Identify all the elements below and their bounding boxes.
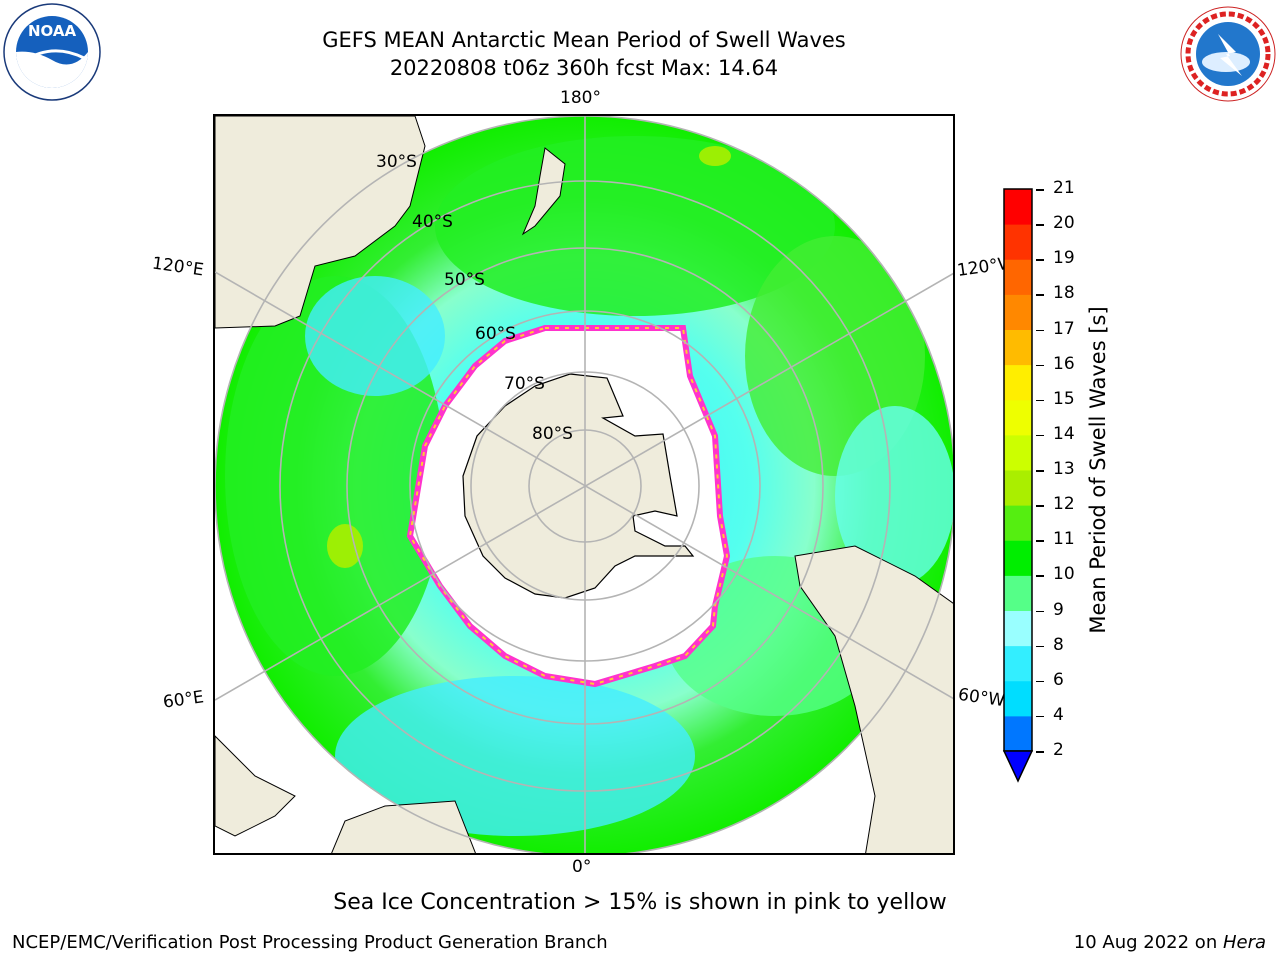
colorbar-tick-mark [1036, 575, 1044, 577]
noaa-logo-text: NOAA [28, 22, 77, 40]
colorbar-tick-mark [1036, 399, 1044, 402]
nws-logo [1178, 4, 1278, 108]
colorbar-tick-mark [1036, 715, 1044, 718]
colorbar-tick-mark [1036, 680, 1044, 683]
colorbar-cell [1004, 364, 1032, 401]
colorbar-tick-label: 9 [1053, 599, 1064, 620]
colorbar-cell [1004, 224, 1032, 260]
colorbar-tick-label: 2 [1053, 740, 1064, 760]
colorbar-tick-mark [1036, 224, 1044, 226]
colorbar-tick-label: 19 [1053, 248, 1075, 269]
colorbar-cell [1004, 399, 1032, 436]
land-south-america [794, 545, 953, 853]
lat-label-80s: 80°S [532, 424, 573, 444]
land-new-zealand [521, 147, 566, 236]
graticule [215, 116, 953, 853]
colorbar-tick-label: 11 [1053, 529, 1075, 550]
colorbar-tick-label: 20 [1053, 213, 1075, 234]
colorbar-cell [1004, 715, 1032, 752]
swell-patch [699, 146, 731, 166]
colorbar-tick-mark [1036, 505, 1044, 507]
colorbar-tick-label: 17 [1053, 318, 1075, 339]
footer-credit: NCEP/EMC/Verification Post Processing Pr… [12, 932, 608, 953]
swell-patch [335, 676, 695, 836]
lat-label-40s: 40°S [412, 212, 453, 232]
colorbar-tick-mark [1036, 364, 1044, 367]
colorbar-tick-label: 21 [1053, 178, 1075, 198]
swell-patch [305, 276, 445, 396]
colorbar-tick-label: 12 [1053, 494, 1075, 515]
colorbar-cell [1004, 434, 1032, 471]
lat-label-30s: 30°S [376, 152, 417, 172]
land-madagascar [215, 735, 296, 837]
colorbar-cell [1004, 575, 1032, 611]
colorbar-tick-mark [1036, 470, 1044, 472]
colorbar-tick-mark [1036, 540, 1044, 542]
colorbar-tick-label: 13 [1053, 459, 1075, 479]
colorbar-cell [1004, 540, 1032, 576]
sea-ice-note: Sea Ice Concentration > 15% is shown in … [333, 890, 947, 915]
colorbar-cell [1004, 259, 1032, 295]
lon-label-60w: 60°W [956, 684, 1007, 712]
colorbar-tick-label: 10 [1053, 564, 1075, 585]
colorbar-tick-mark [1036, 189, 1044, 191]
colorbar-tick-mark [1036, 751, 1044, 753]
colorbar-tick-mark [1036, 259, 1044, 261]
colorbar-tick-mark [1036, 294, 1044, 296]
footer-date: 10 Aug 2022 on Hera [1074, 932, 1266, 953]
colorbar-label: Mean Period of Swell Waves [s] [1086, 306, 1110, 634]
colorbar-cell [1004, 610, 1032, 647]
colorbar-tick-label: 18 [1053, 283, 1075, 304]
colorbar-tick-mark [1036, 434, 1044, 437]
colorbar-cell [1004, 645, 1032, 682]
colorbar-cell [1004, 505, 1032, 541]
sea-ice-edge [408, 327, 729, 686]
colorbar-tick-label: 6 [1053, 669, 1064, 690]
chart-title: GEFS MEAN Antarctic Mean Period of Swell… [322, 28, 846, 52]
colorbar-tick-label: 4 [1053, 704, 1064, 725]
colorbar-tick-label: 14 [1053, 423, 1075, 444]
land-australia [215, 116, 426, 329]
colorbar-cell [1004, 470, 1032, 506]
footer-host: Hera [1222, 932, 1266, 953]
lon-label-0: 0° [572, 857, 592, 877]
colorbar-tick-mark [1036, 645, 1044, 648]
land-antarctica [462, 373, 695, 599]
lat-label-60s: 60°S [475, 324, 516, 344]
lat-label-70s: 70°S [504, 374, 545, 394]
colorbar-tick-label: 15 [1053, 388, 1075, 409]
colorbar-cell [1004, 294, 1032, 330]
swell-patch [835, 406, 953, 586]
lon-label-120e: 120°E [150, 253, 205, 281]
colorbar-cell [1004, 329, 1032, 366]
lon-label-60e: 60°E [161, 687, 206, 713]
lat-label-50s: 50°S [444, 270, 485, 290]
noaa-logo: NOAA [2, 2, 102, 106]
land-africa [331, 800, 476, 853]
lon-label-180: 180° [560, 88, 601, 108]
footer-date-text: 10 Aug 2022 on [1073, 932, 1223, 953]
colorbar-tick-label: 16 [1053, 353, 1075, 374]
colorbar-tick-mark [1036, 329, 1044, 331]
polar-map [213, 114, 955, 855]
colorbar-cell [1004, 189, 1032, 225]
colorbar [1002, 188, 1034, 783]
colorbar-tick-label: 8 [1053, 634, 1064, 655]
colorbar-tick-mark [1036, 610, 1044, 612]
colorbar-cells [1004, 189, 1032, 752]
chart-subtitle: 20220808 t06z 360h fcst Max: 14.64 [389, 56, 779, 80]
swell-patch [327, 524, 363, 568]
swell-patch [435, 136, 835, 316]
colorbar-cell [1004, 680, 1032, 717]
colorbar-extend-arrow [1002, 750, 1034, 783]
